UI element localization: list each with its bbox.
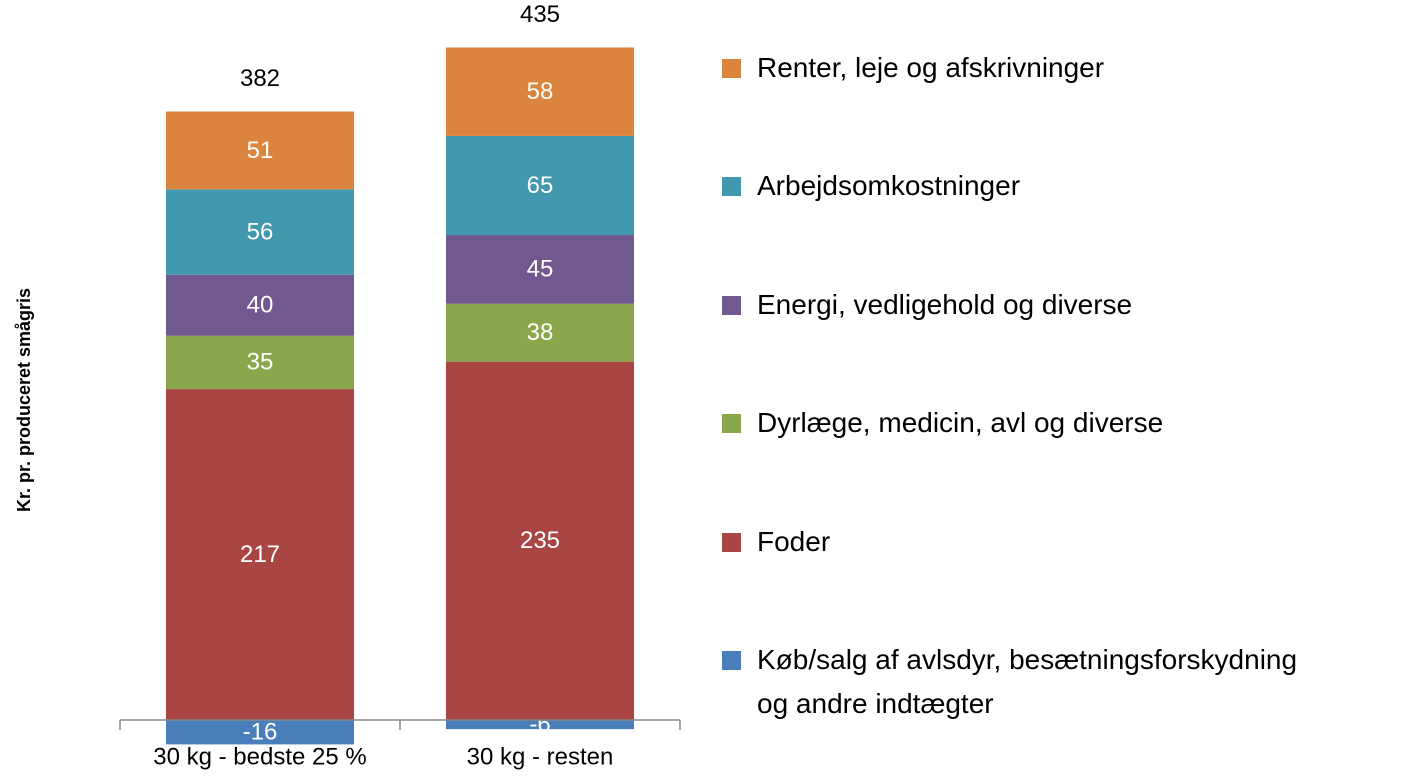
data-label: 56 <box>247 218 274 245</box>
y-axis-label: Kr. pr. produceret smågris <box>14 288 34 512</box>
data-label: 217 <box>240 541 280 568</box>
bar-segment <box>166 720 354 745</box>
bar-segment <box>446 47 634 136</box>
x-tick-label: 30 kg - bedste 25 % <box>153 743 366 770</box>
legend-label: Arbejdsomkostninger <box>757 170 1021 202</box>
data-label: 45 <box>527 256 554 283</box>
bar-segment <box>446 135 634 236</box>
data-label: 38 <box>527 319 554 346</box>
bar-segment <box>166 189 354 275</box>
data-label: 51 <box>247 137 274 164</box>
bar-segment <box>446 720 634 730</box>
legend-swatch <box>722 414 741 434</box>
data-label: 35 <box>247 349 274 376</box>
total-label: 382 <box>240 65 280 92</box>
legend-label: Foder <box>757 525 831 557</box>
data-label: 235 <box>520 527 560 554</box>
bar-segment <box>446 303 634 362</box>
bar-segment <box>446 235 634 304</box>
data-label: 40 <box>247 292 274 319</box>
legend-swatch <box>722 177 741 197</box>
legend-swatch <box>722 295 741 315</box>
bar-segment <box>166 111 354 190</box>
bar-segment <box>166 335 354 390</box>
x-tick-label: 30 kg - resten <box>467 743 614 770</box>
bar-segment <box>166 389 354 720</box>
legend-swatch <box>722 59 741 78</box>
legend-label: Energi, vedligehold og diverse <box>757 288 1133 320</box>
legend-label: Dyrlæge, medicin, avl og diverse <box>757 407 1164 439</box>
legend-label: Renter, leje og afskrivninger <box>757 52 1105 83</box>
total-label: 435 <box>520 1 560 28</box>
data-label: 65 <box>527 172 554 199</box>
legend-swatch <box>722 532 741 552</box>
legend-label: Køb/salg af avlsdyr, besætningsforskydni… <box>757 644 1298 719</box>
data-label: -16 <box>243 719 278 746</box>
bar-segment <box>446 361 634 720</box>
data-label: 58 <box>527 78 554 105</box>
bar-segment <box>166 274 354 336</box>
legend-swatch <box>722 651 741 670</box>
